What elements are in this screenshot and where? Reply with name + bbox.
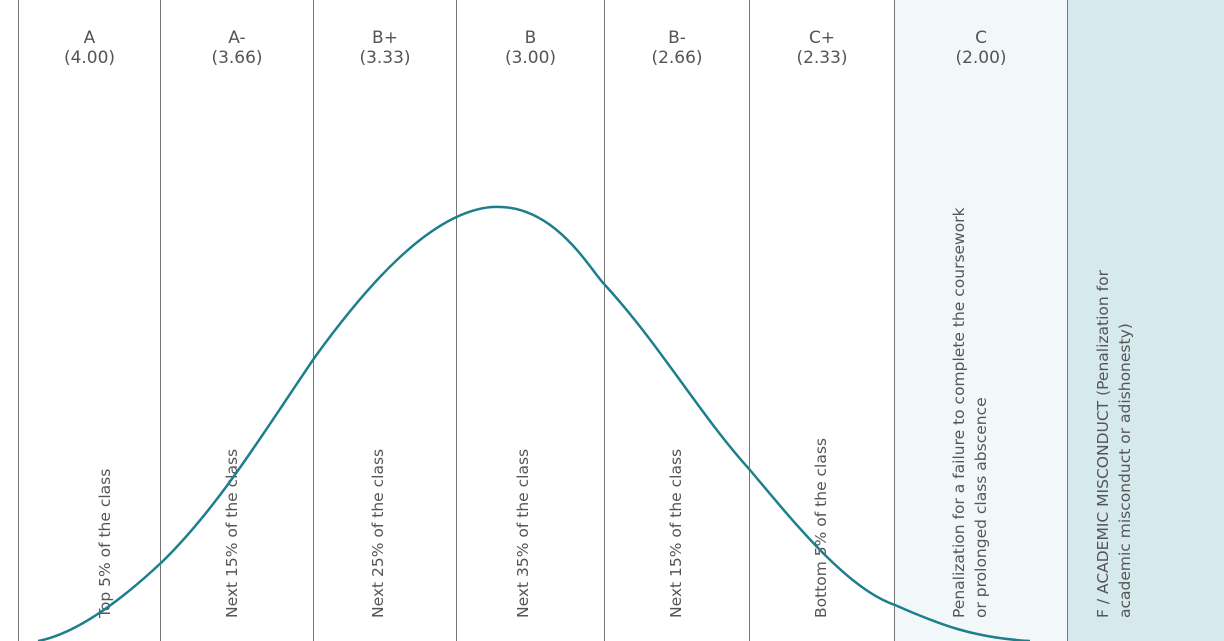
grade-points: (3.33) xyxy=(359,48,411,68)
grade-points: (2.00) xyxy=(955,48,1007,68)
column-b-plus: B+ (3.33) Next 25% of the class xyxy=(314,0,457,641)
grade-label-c: C (2.00) xyxy=(895,28,1067,68)
desc-a: Top 5% of the class xyxy=(94,469,116,618)
desc-b: Next 35% of the class xyxy=(512,449,534,618)
grade-label-b-plus: B+ (3.33) xyxy=(314,28,456,68)
grade-label-a: A (4.00) xyxy=(19,28,160,68)
grade-letter: C+ xyxy=(808,28,836,48)
grade-points: (3.00) xyxy=(504,48,557,68)
desc-c: Penalization for a failure to complete t… xyxy=(948,207,992,618)
desc-line: Next 15% of the class xyxy=(667,448,685,618)
desc-line: or prolonged class abscence xyxy=(972,397,990,618)
desc-line: F / ACADEMIC MISCONDUCT (Penalization fo… xyxy=(1094,270,1112,618)
grade-letter: A xyxy=(83,28,96,48)
column-a: A (4.00) Top 5% of the class xyxy=(18,0,161,641)
grade-points: (2.33) xyxy=(796,48,848,68)
grade-label-a-minus: A- (3.66) xyxy=(161,28,313,68)
desc-c-plus: Bottom 5% of the class xyxy=(810,438,832,618)
desc-f: F / ACADEMIC MISCONDUCT (Penalization fo… xyxy=(1092,270,1136,618)
grade-letter: B xyxy=(524,28,537,48)
grade-points: (3.66) xyxy=(211,48,263,68)
desc-line: Penalization for a failure to complete t… xyxy=(950,207,968,618)
desc-b-plus: Next 25% of the class xyxy=(367,449,389,618)
desc-a-minus: Next 15% of the class xyxy=(221,449,243,618)
desc-line: Bottom 5% of the class xyxy=(812,437,830,618)
grade-points: (4.00) xyxy=(63,48,116,68)
column-c-plus: C+ (2.33) Bottom 5% of the class xyxy=(750,0,895,641)
grade-points: (2.66) xyxy=(651,48,703,68)
desc-line: Next 25% of the class xyxy=(369,448,387,618)
column-b-minus: B- (2.66) Next 15% of the class xyxy=(605,0,750,641)
desc-line: Next 15% of the class xyxy=(223,448,241,618)
desc-line: Next 35% of the class xyxy=(514,448,532,618)
grade-label-b: B (3.00) xyxy=(457,28,604,68)
desc-b-minus: Next 15% of the class xyxy=(665,449,687,618)
desc-line: Top 5% of the class xyxy=(96,468,114,618)
column-a-minus: A- (3.66) Next 15% of the class xyxy=(161,0,314,641)
grade-label-b-minus: B- (2.66) xyxy=(605,28,749,68)
column-c: C (2.00) Penalization for a failure to c… xyxy=(895,0,1067,641)
grade-letter: B+ xyxy=(372,28,398,48)
grade-letter: B- xyxy=(668,28,686,48)
grade-letter: C xyxy=(975,28,987,48)
column-f: F / ACADEMIC MISCONDUCT (Penalization fo… xyxy=(1067,0,1224,641)
desc-line: academic misconduct or adishonesty) xyxy=(1116,323,1134,618)
grade-letter: A- xyxy=(228,28,246,48)
grade-label-c-plus: C+ (2.33) xyxy=(750,28,894,68)
column-b: B (3.00) Next 35% of the class xyxy=(457,0,605,641)
